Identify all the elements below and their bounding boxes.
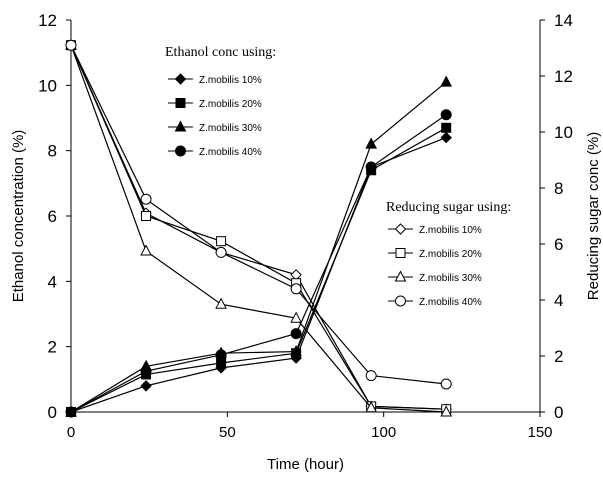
x-tick-label: 150	[527, 424, 552, 441]
legend-marker	[174, 73, 187, 85]
data-point	[216, 236, 227, 247]
y-tick-label: 8	[48, 142, 57, 161]
legend-label: Z.mobilis 10%	[419, 225, 482, 236]
x-tick-label: 0	[67, 424, 75, 441]
data-point	[441, 122, 452, 133]
series-line	[70, 127, 447, 413]
legend-ethanol-title: Ethanol conc using:	[165, 45, 276, 60]
series-sugar-4	[65, 39, 452, 390]
legend-marker	[394, 270, 407, 282]
data-point	[140, 365, 152, 377]
y-tick-label: 4	[48, 272, 57, 291]
data-point	[440, 405, 453, 417]
y2-tick-label: 4	[554, 291, 563, 310]
y-tick-label: 6	[48, 207, 57, 226]
series-group	[65, 38, 453, 418]
y2-tick-label: 10	[554, 123, 573, 142]
y-tick-label: 10	[38, 76, 57, 95]
y-tick-label: 2	[48, 338, 57, 357]
legend-label: Z.mobilis 20%	[199, 99, 262, 110]
series-line	[70, 114, 447, 413]
x-axis-label: Time (hour)	[267, 456, 344, 473]
legend-label: Z.mobilis 20%	[419, 249, 482, 260]
legend-marker	[395, 295, 406, 307]
data-point	[290, 283, 302, 295]
legend-marker	[175, 98, 186, 108]
y-axis-label: Ethanol concentration (%)	[10, 130, 27, 303]
legend-marker	[395, 248, 406, 258]
legend-label: Z.mobilis 30%	[419, 273, 482, 284]
series-line	[70, 44, 447, 410]
legend-label: Z.mobilis 40%	[199, 147, 262, 158]
y2-tick-label: 6	[554, 235, 563, 254]
data-point	[290, 328, 302, 340]
y2-tick-label: 12	[554, 67, 573, 86]
x-tick-label: 100	[371, 424, 396, 441]
data-point	[140, 380, 152, 392]
series-sugar-3	[65, 38, 453, 417]
series-line	[70, 44, 447, 413]
data-point	[215, 297, 227, 309]
data-point	[440, 378, 452, 390]
y2-axis-label: Reducing sugar conc (%)	[585, 132, 602, 300]
data-point	[365, 137, 377, 149]
data-point	[140, 244, 152, 256]
data-point	[440, 131, 452, 144]
x-tick-label: 50	[219, 424, 236, 441]
legend-sugar-title: Reducing sugar using:	[386, 200, 511, 215]
legend-label: Z.mobilis 10%	[199, 75, 262, 86]
data-point	[440, 75, 453, 87]
legend-sugar: Reducing sugar using: Z.mobilis 10% Z.mob…	[386, 200, 511, 308]
legend-label: Z.mobilis 30%	[199, 123, 262, 134]
series-line	[70, 137, 447, 413]
data-point	[65, 39, 77, 51]
data-point	[365, 370, 377, 382]
y2-tick-label: 0	[554, 403, 563, 422]
y2-tick-label: 2	[554, 347, 563, 366]
data-point	[141, 211, 152, 221]
series-ethanol-1	[65, 131, 452, 418]
data-point	[215, 349, 227, 361]
legend-marker	[174, 120, 187, 132]
data-point	[365, 161, 377, 173]
axes	[66, 19, 545, 417]
series-line	[70, 44, 447, 385]
y-tick-label: 12	[38, 11, 57, 30]
series-line	[70, 81, 447, 413]
y2-tick-label: 8	[554, 179, 563, 198]
legend-marker	[394, 223, 407, 235]
data-point	[140, 193, 152, 205]
data-point	[365, 401, 377, 413]
data-point	[290, 311, 302, 323]
data-point	[290, 344, 302, 357]
legend-label: Z.mobilis 40%	[419, 297, 482, 308]
data-point	[65, 406, 77, 418]
data-point	[440, 109, 452, 121]
legend-ethanol: Ethanol conc using: Z.mobilis 10% Z.mobil…	[165, 45, 276, 158]
data-point	[215, 246, 227, 258]
series-ethanol-4	[65, 109, 452, 418]
y2-tick-label: 14	[554, 11, 573, 30]
legend-marker	[175, 145, 186, 157]
y-tick-label: 0	[48, 403, 57, 422]
